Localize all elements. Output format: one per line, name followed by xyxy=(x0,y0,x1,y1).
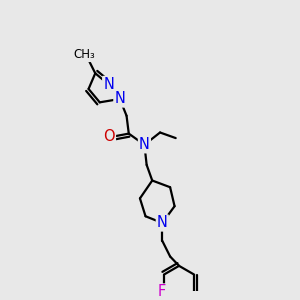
Text: O: O xyxy=(103,130,115,145)
Text: N: N xyxy=(139,137,150,152)
Text: N: N xyxy=(157,215,168,230)
Text: N: N xyxy=(114,92,125,106)
Text: N: N xyxy=(103,77,114,92)
Text: F: F xyxy=(158,284,166,299)
Text: CH₃: CH₃ xyxy=(73,49,95,62)
